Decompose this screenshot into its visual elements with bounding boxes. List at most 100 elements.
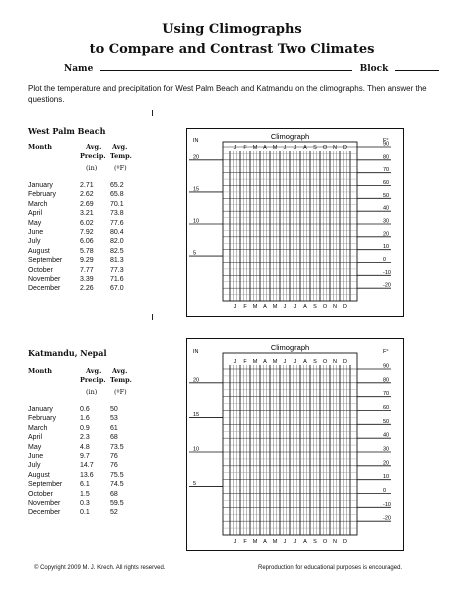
table-row: October 1.5 68 bbox=[28, 490, 148, 499]
cell-month: February bbox=[28, 415, 57, 423]
cell-temp: 76 bbox=[110, 452, 118, 460]
temp-tick-label: 90 bbox=[383, 364, 389, 370]
cell-precip: 7.77 bbox=[80, 266, 94, 274]
cell-temp: 81.3 bbox=[110, 257, 124, 265]
left-unit-label: IN bbox=[193, 349, 199, 355]
table-row: January 2.71 65.2 bbox=[28, 181, 148, 190]
temp-tick-label: 70 bbox=[383, 391, 389, 397]
cell-month: February bbox=[28, 191, 57, 199]
table-row: May 4.8 73.5 bbox=[28, 443, 148, 452]
header-avg-temp: Avg. bbox=[112, 143, 128, 151]
cell-month: October bbox=[28, 266, 53, 274]
header-avg-precip: Avg. bbox=[86, 143, 102, 151]
table-row: April 3.21 73.8 bbox=[28, 209, 148, 218]
table-row: June 9.7 76 bbox=[28, 452, 148, 461]
cell-temp: 77.6 bbox=[110, 219, 124, 227]
month-label: D bbox=[343, 145, 347, 151]
month-label: S bbox=[313, 304, 317, 310]
table-row: June 7.92 80.4 bbox=[28, 228, 148, 237]
cell-precip: 9.7 bbox=[80, 452, 90, 460]
cell-month: March bbox=[28, 424, 48, 432]
name-blank[interactable] bbox=[100, 62, 353, 71]
cell-temp: 68 bbox=[110, 434, 118, 442]
temp-tick-label: 60 bbox=[383, 180, 389, 186]
cell-temp: 77.3 bbox=[110, 266, 124, 274]
month-label: J bbox=[234, 145, 237, 151]
month-label: N bbox=[333, 304, 337, 310]
cell-temp: 65.8 bbox=[110, 191, 124, 199]
west-palm-section-title: West Palm Beach bbox=[28, 126, 106, 136]
header-in: (in) bbox=[86, 164, 98, 172]
temp-tick-label: 80 bbox=[383, 154, 389, 160]
month-label: M bbox=[273, 145, 278, 151]
month-label: O bbox=[323, 359, 328, 365]
name-label: Name bbox=[64, 64, 94, 74]
temp-tick-label: 50 bbox=[383, 193, 389, 199]
cell-temp: 70.1 bbox=[110, 200, 124, 208]
cell-precip: 1.6 bbox=[80, 415, 90, 423]
month-label: A bbox=[263, 304, 267, 310]
name-block-line: Name Block bbox=[64, 62, 440, 74]
precip-tick-label: 5 bbox=[193, 481, 196, 487]
table-row: September 9.29 81.3 bbox=[28, 256, 148, 265]
climograph-title: Climograph bbox=[271, 343, 309, 352]
cell-precip: 0.3 bbox=[80, 499, 90, 507]
cell-precip: 2.62 bbox=[80, 191, 94, 199]
edge-mark bbox=[152, 110, 153, 116]
temp-tick-label: -10 bbox=[383, 270, 391, 276]
right-unit-label: F° bbox=[383, 349, 389, 355]
header-month: Month bbox=[28, 143, 52, 151]
worksheet-title-line1: Using Climographs bbox=[162, 22, 302, 37]
temp-tick-label: 60 bbox=[383, 405, 389, 411]
cell-precip: 0.1 bbox=[80, 509, 90, 517]
cell-precip: 3.21 bbox=[80, 210, 94, 218]
month-label: F bbox=[243, 145, 247, 151]
katmandu-climograph: Climograph IN F° J J F F M M A A M M J J J J A A S S O O N N D D 90… bbox=[186, 338, 404, 551]
month-label: O bbox=[323, 304, 328, 310]
block-blank[interactable] bbox=[395, 62, 440, 71]
cell-temp: 53 bbox=[110, 415, 118, 423]
month-label: J bbox=[234, 359, 237, 365]
cell-temp: 73.8 bbox=[110, 210, 124, 218]
month-label: M bbox=[273, 359, 278, 365]
temp-tick-label: 0 bbox=[383, 488, 386, 494]
cell-month: November bbox=[28, 275, 61, 283]
month-label: J bbox=[294, 145, 297, 151]
table-row: December 0.1 52 bbox=[28, 508, 148, 517]
cell-temp: 82.0 bbox=[110, 238, 124, 246]
west-palm-climograph: Climograph IN F° J J F F M M A A M M J J J J A A S S O O N N D D 90… bbox=[186, 128, 404, 317]
month-label: A bbox=[303, 145, 307, 151]
month-label: M bbox=[253, 145, 258, 151]
temp-tick-label: -10 bbox=[383, 502, 391, 508]
cell-precip: 9.29 bbox=[80, 257, 94, 265]
temp-tick-label: 20 bbox=[383, 460, 389, 466]
temp-tick-label: 50 bbox=[383, 419, 389, 425]
table-row: August 5.78 82.5 bbox=[28, 247, 148, 256]
temp-tick-label: 40 bbox=[383, 206, 389, 212]
katmandu-table: January 0.6 50 February 1.6 53 March 0.9 61 April… bbox=[28, 405, 148, 518]
month-label: D bbox=[343, 359, 347, 365]
month-label: A bbox=[263, 359, 267, 365]
cell-precip: 1.5 bbox=[80, 490, 90, 498]
cell-precip: 2.71 bbox=[80, 182, 94, 189]
right-unit-label: F° bbox=[383, 138, 389, 144]
climograph-title: Climograph bbox=[271, 132, 309, 141]
cell-precip: 14.7 bbox=[80, 462, 94, 470]
month-label: D bbox=[343, 304, 347, 310]
header-temp: Temp. bbox=[110, 376, 132, 384]
cell-precip: 6.02 bbox=[80, 219, 94, 227]
cell-month: January bbox=[28, 182, 53, 189]
precip-tick-label: 5 bbox=[193, 251, 196, 257]
temp-tick-label: 0 bbox=[383, 257, 386, 263]
month-label: J bbox=[234, 304, 237, 310]
cell-temp: 71.6 bbox=[110, 275, 124, 283]
precip-tick-label: 15 bbox=[193, 186, 199, 192]
cell-temp: 74.5 bbox=[110, 481, 124, 489]
cell-temp: 68 bbox=[110, 490, 118, 498]
temp-tick-label: 10 bbox=[383, 474, 389, 480]
left-unit-label: IN bbox=[193, 138, 199, 144]
temp-tick-label: 30 bbox=[383, 219, 389, 225]
table-row: November 0.3 59.5 bbox=[28, 499, 148, 508]
